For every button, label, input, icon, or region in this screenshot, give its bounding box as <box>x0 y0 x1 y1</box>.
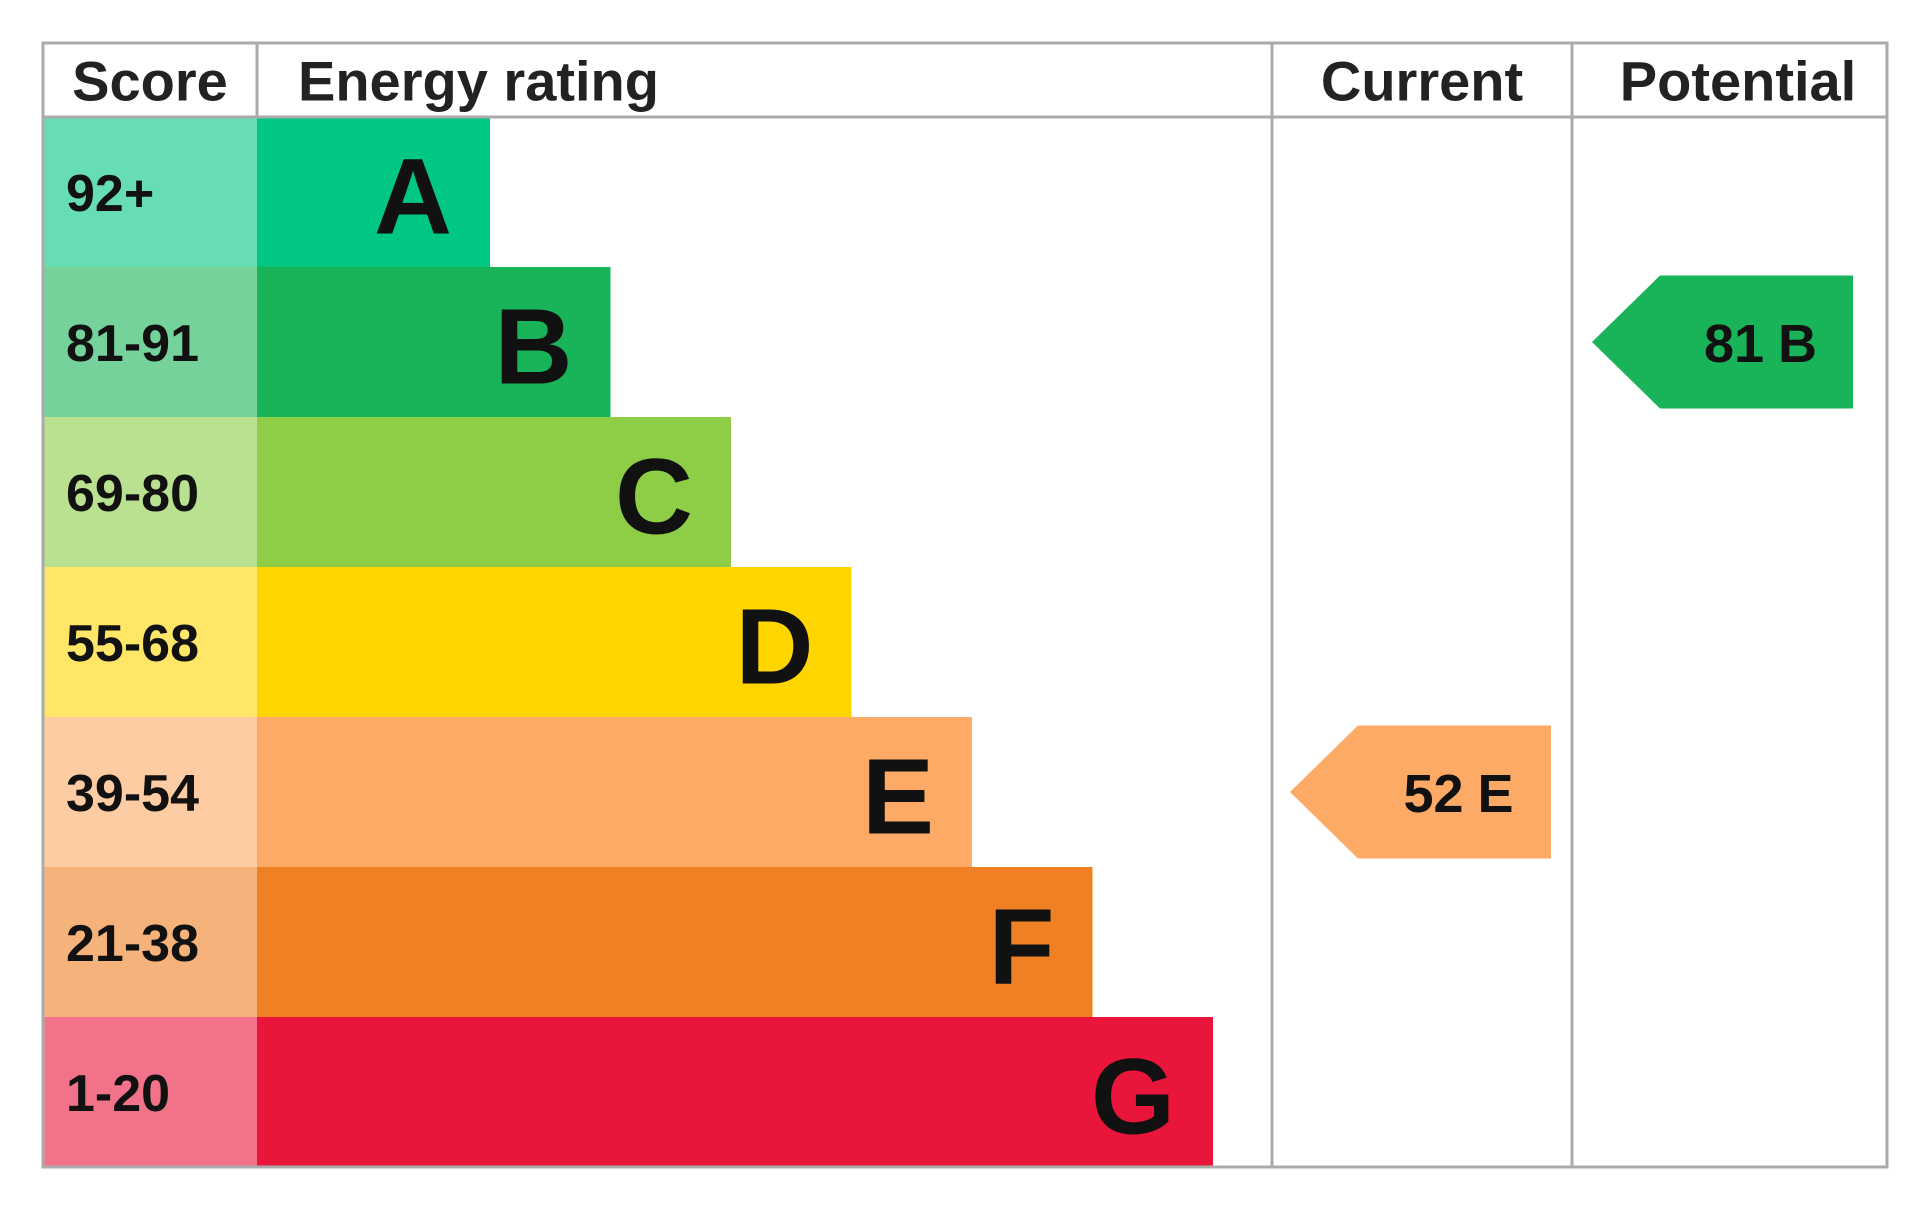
rating-arrow <box>1290 725 1551 859</box>
score-label: 92+ <box>66 165 154 223</box>
band-letter: E <box>862 736 934 857</box>
score-cell <box>43 117 257 267</box>
frame <box>41 41 1889 1169</box>
score-tint <box>43 1017 257 1167</box>
rating-label: 81 B <box>1704 314 1817 374</box>
rating-letter: B <box>1778 314 1817 374</box>
band-letter: D <box>736 586 814 707</box>
band-letter: F <box>989 886 1055 1007</box>
bands: 92+ A 81-91 B 69-80 C 55-68 D 39-54 E 21-38 F 1-20 G <box>43 117 1213 1167</box>
current-arrow: 52 E <box>1290 725 1551 859</box>
score-label: 21-38 <box>66 915 199 973</box>
score-cell <box>43 417 257 567</box>
header-potential: Potential <box>1620 50 1856 113</box>
score-tint <box>43 717 257 867</box>
score-cell <box>43 567 257 717</box>
score-tint <box>43 117 257 267</box>
band-letter: B <box>495 286 573 407</box>
band-bar <box>257 567 852 717</box>
rating-label: 52 E <box>1403 764 1513 824</box>
score-tint <box>43 267 257 417</box>
score-cell <box>43 1017 257 1167</box>
band-letter: A <box>374 136 452 257</box>
band-bar <box>257 417 731 567</box>
header-current: Current <box>1321 50 1523 113</box>
score-label: 55-68 <box>66 615 199 673</box>
band-letter: C <box>615 436 693 557</box>
score-label: 81-91 <box>66 315 199 373</box>
band-letter: G <box>1091 1036 1175 1157</box>
score-tint <box>43 867 257 1017</box>
score-tint <box>43 417 257 567</box>
rating-score: 81 <box>1704 314 1764 374</box>
score-label: 1-20 <box>66 1065 170 1123</box>
band-bar <box>257 267 611 417</box>
rating-score: 52 <box>1403 764 1463 824</box>
header-score: Score <box>72 50 228 113</box>
score-tint <box>43 567 257 717</box>
header-rating: Energy rating <box>298 50 659 113</box>
score-cell <box>43 717 257 867</box>
score-label: 69-80 <box>66 465 199 523</box>
band-bar <box>257 717 972 867</box>
score-label: 39-54 <box>66 765 199 823</box>
score-cell <box>43 867 257 1017</box>
rating-arrow <box>1592 275 1853 409</box>
rating-letter: E <box>1478 764 1514 824</box>
band-bar <box>257 1017 1213 1167</box>
score-cell <box>43 267 257 417</box>
band-bar <box>257 867 1093 1017</box>
potential-arrow: 81 B <box>1592 275 1853 409</box>
band-bar <box>257 117 490 267</box>
